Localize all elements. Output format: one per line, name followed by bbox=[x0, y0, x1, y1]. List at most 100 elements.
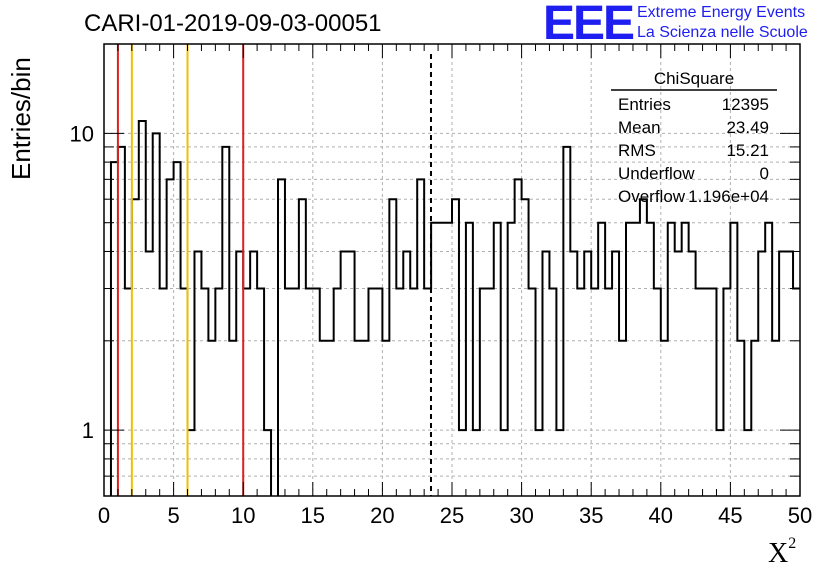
stats-row-label: RMS bbox=[618, 141, 656, 160]
stats-title: ChiSquare bbox=[654, 69, 734, 88]
histogram-bin bbox=[153, 133, 160, 496]
histogram-bin bbox=[522, 199, 529, 496]
histogram-bin bbox=[146, 251, 153, 496]
histogram-bin bbox=[682, 223, 689, 496]
stats-row-label: Mean bbox=[618, 118, 661, 137]
histogram-bin bbox=[313, 289, 320, 496]
histogram-bin bbox=[723, 289, 730, 496]
histogram-bin bbox=[703, 289, 710, 496]
histogram-bin bbox=[814, 289, 821, 496]
x-tick-label: 50 bbox=[788, 503, 812, 528]
histogram-bin bbox=[612, 251, 619, 496]
histogram-bin bbox=[215, 289, 222, 496]
histogram-bin bbox=[222, 147, 229, 496]
histogram-bin bbox=[445, 223, 452, 496]
histogram-bin bbox=[772, 341, 779, 496]
histogram-bin bbox=[508, 223, 515, 496]
histogram-bin bbox=[466, 223, 473, 496]
logo-subtitle-2: La Scienza nelle Scuole bbox=[637, 24, 808, 41]
stats-row-label: Underflow bbox=[618, 164, 695, 183]
histogram-bin bbox=[591, 289, 598, 496]
histogram-bin bbox=[647, 223, 654, 496]
histogram-bin bbox=[396, 289, 403, 496]
histogram-bin bbox=[730, 223, 737, 496]
histogram-bin bbox=[744, 430, 751, 496]
histogram-bin bbox=[563, 147, 570, 496]
histogram-bin bbox=[160, 289, 167, 496]
histogram-bin bbox=[710, 289, 717, 496]
eee-logo: EEE bbox=[543, 0, 635, 50]
histogram-bin bbox=[118, 147, 125, 496]
histogram-bin bbox=[278, 179, 285, 496]
histogram-bin bbox=[236, 251, 243, 496]
histogram-bin bbox=[292, 289, 299, 496]
histogram-bin bbox=[438, 223, 445, 496]
histogram-bin bbox=[111, 162, 118, 496]
stats-row-label: Overflow bbox=[618, 187, 686, 206]
histogram-bin bbox=[779, 251, 786, 496]
x-tick-label: 30 bbox=[509, 503, 533, 528]
stats-row-value: 0 bbox=[760, 164, 769, 183]
stats-row-label: Entries bbox=[618, 95, 671, 114]
histogram-bin bbox=[459, 430, 466, 496]
x-tick-label: 15 bbox=[301, 503, 325, 528]
histogram-bin bbox=[626, 223, 633, 496]
histogram-bin bbox=[306, 289, 313, 496]
stats-row-value: 1.196e+04 bbox=[688, 187, 769, 206]
histogram-bin bbox=[577, 289, 584, 496]
histogram-bin bbox=[619, 341, 626, 496]
histogram-bin bbox=[327, 341, 334, 496]
histogram-bin bbox=[675, 251, 682, 496]
histogram-bin bbox=[403, 251, 410, 496]
x-tick-label: 0 bbox=[98, 503, 110, 528]
histogram-bin bbox=[355, 341, 362, 496]
histogram-bin bbox=[549, 289, 556, 496]
histogram-bin bbox=[362, 341, 369, 496]
histogram-bin bbox=[194, 251, 201, 496]
histogram-bin bbox=[201, 289, 208, 496]
histogram-bin bbox=[431, 223, 438, 496]
histogram-bin bbox=[348, 251, 355, 496]
histogram-line bbox=[109, 120, 800, 496]
histogram-bin bbox=[174, 162, 181, 496]
histogram-bin bbox=[542, 251, 549, 496]
histogram-bin bbox=[243, 289, 250, 496]
histogram-bin bbox=[765, 223, 772, 496]
histogram-bin bbox=[529, 289, 536, 496]
histogram-bin bbox=[807, 199, 814, 496]
stats-row-value: 23.49 bbox=[726, 118, 769, 137]
histogram-bin bbox=[320, 341, 327, 496]
histogram-bin bbox=[515, 179, 522, 496]
histogram-bin bbox=[410, 289, 417, 496]
histogram-bin bbox=[264, 430, 271, 496]
histogram-bin bbox=[633, 223, 640, 496]
histogram-bin bbox=[737, 341, 744, 496]
histogram-bin bbox=[299, 199, 306, 496]
stats-row-value: 15.21 bbox=[726, 141, 769, 160]
histogram-bin bbox=[368, 289, 375, 496]
histogram-bin bbox=[257, 289, 264, 496]
x-tick-label: 35 bbox=[579, 503, 603, 528]
x-tick-label: 5 bbox=[167, 503, 179, 528]
histogram-bin bbox=[480, 289, 487, 496]
histogram-bin bbox=[584, 251, 591, 496]
histogram-bin bbox=[696, 289, 703, 496]
x-tick-label: 40 bbox=[649, 503, 673, 528]
histogram-bin bbox=[341, 251, 348, 496]
histogram-bin bbox=[473, 430, 480, 496]
histogram-bin bbox=[334, 289, 341, 496]
histogram-bin bbox=[556, 430, 563, 496]
histogram-bin bbox=[689, 251, 696, 496]
histogram-bin bbox=[181, 289, 188, 496]
histogram-bin bbox=[570, 251, 577, 496]
histogram-bin bbox=[452, 199, 459, 496]
histogram-bin bbox=[229, 341, 236, 496]
histogram-bin bbox=[605, 289, 612, 496]
histogram-bin bbox=[668, 223, 675, 496]
histogram-bins bbox=[109, 120, 821, 496]
histogram-bin bbox=[389, 199, 396, 496]
y-tick-label: 10 bbox=[70, 121, 94, 146]
histogram-bin bbox=[250, 251, 257, 496]
run-title: CARI-01-2019-09-03-00051 bbox=[84, 10, 382, 37]
histogram-bin bbox=[793, 289, 800, 496]
